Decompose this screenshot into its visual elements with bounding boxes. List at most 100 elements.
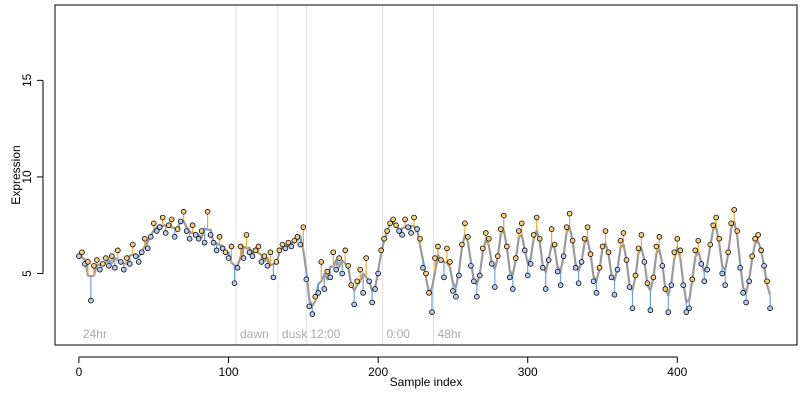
data-point [255,243,262,250]
data-point [351,301,357,308]
fit-line-layer [78,219,772,307]
data-point [659,262,666,269]
y-tick-label: 15 [20,73,34,87]
data-point [641,259,648,265]
x-tick-label: 300 [518,365,538,379]
data-point [216,234,223,240]
data-point [749,253,755,259]
data-point [141,235,148,242]
data-point [79,249,85,256]
data-point [273,259,280,265]
data-point [414,226,420,232]
data-point [677,247,684,254]
data-point [495,253,501,259]
data-point [608,274,615,281]
region-label: 24hr [83,327,107,341]
data-point [497,226,504,232]
data-point [384,228,390,234]
y-axis: 5 10 15 [20,73,44,277]
data-point [572,264,579,271]
data-point [671,249,678,256]
data-point [100,261,106,267]
data-point [189,222,196,229]
data-point [121,266,127,273]
data-point [602,228,609,234]
data-point [372,286,378,292]
data-point [159,214,166,221]
data-point [345,262,352,269]
region-label: dusk [282,327,308,341]
data-point [480,245,486,252]
data-point [453,293,459,300]
data-point [291,237,298,244]
data-point [483,230,489,236]
data-point [417,235,423,242]
data-point [716,235,723,242]
data-point [554,268,561,275]
data-point [237,243,244,250]
data-point [366,278,372,285]
x-tick-label: 0 [76,365,83,379]
data-point [620,230,627,236]
data-point [135,259,142,265]
data-point [468,262,474,269]
data-point [465,234,471,240]
data-point [177,218,184,225]
x-tick-label: 100 [219,365,239,379]
data-point [698,261,705,267]
data-point [590,278,597,285]
data-point [192,232,199,238]
data-point [743,299,749,306]
data-point [593,290,600,296]
region-label: 0:00 [387,327,411,341]
data-point [228,243,235,250]
data-point [569,237,576,244]
data-point [231,280,238,286]
data-point [321,286,328,292]
data-point [411,214,417,221]
data-point [474,293,480,300]
data-point [276,247,283,254]
data-point [225,255,232,261]
data-point [103,255,109,261]
data-point [150,220,157,227]
data-point [112,264,118,271]
data-point [503,243,510,250]
residual-stems [78,209,771,315]
data-point [524,272,531,279]
data-point [731,206,737,213]
data-point [300,224,307,230]
data-point [393,222,399,229]
data-point [213,247,220,254]
data-point [477,272,483,279]
fit-line [78,219,772,307]
data-point [396,228,402,234]
data-point [126,261,133,267]
data-point [450,288,456,294]
data-point [369,299,375,306]
data-point [563,224,570,230]
data-point [129,241,136,248]
data-point [85,259,91,265]
data-point [285,239,292,246]
data-point [486,235,492,242]
data-point [635,245,642,252]
data-point [165,222,172,229]
data-point [539,264,546,271]
data-point [746,278,752,285]
x-axis: 0 100 200 300 400 [76,356,688,379]
data-point [183,228,190,234]
data-point [471,278,477,285]
data-point [180,208,187,215]
data-point [132,253,139,259]
region-separators [235,5,434,345]
data-point [162,230,169,236]
data-point [288,243,295,250]
data-point [713,214,720,221]
data-point [527,261,534,267]
data-point [584,224,591,230]
data-point [408,230,414,236]
data-point [333,266,340,273]
data-point [153,228,160,234]
data-point [91,262,97,269]
